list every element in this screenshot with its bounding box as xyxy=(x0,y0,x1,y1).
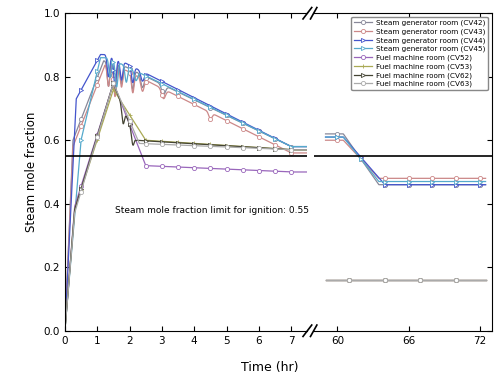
Fuel machine room (CV63) xyxy=(297,147,303,152)
Fuel machine room (CV52) xyxy=(74,196,80,201)
Steam generator room (CV45) xyxy=(180,91,186,96)
Fuel machine room (CV62) xyxy=(110,81,116,85)
Steam generator room (CV42) xyxy=(101,59,107,63)
Steam generator room (CV42) xyxy=(297,144,303,149)
Fuel machine room (CV52) xyxy=(110,81,116,85)
Line: Fuel machine room (CV53): Fuel machine room (CV53) xyxy=(65,90,307,331)
Y-axis label: Steam mole fraction: Steam mole fraction xyxy=(25,112,38,232)
Steam generator room (CV43) xyxy=(297,151,303,155)
Steam generator room (CV45) xyxy=(174,88,180,93)
Line: Steam generator room (CV43): Steam generator room (CV43) xyxy=(65,65,307,331)
Steam generator room (CV43) xyxy=(74,133,80,138)
Line: Steam generator room (CV44): Steam generator room (CV44) xyxy=(65,54,307,331)
Fuel machine room (CV52) xyxy=(297,170,303,174)
Steam generator room (CV44) xyxy=(74,95,80,99)
Fuel machine room (CV53) xyxy=(180,140,186,145)
Fuel machine room (CV52) xyxy=(174,165,180,169)
Steam generator room (CV44) xyxy=(174,87,180,91)
Fuel machine room (CV62) xyxy=(297,147,303,152)
Steam generator room (CV42) xyxy=(297,144,303,149)
Steam generator room (CV43) xyxy=(174,93,180,98)
Steam generator room (CV45) xyxy=(304,144,310,149)
Fuel machine room (CV52) xyxy=(180,165,186,169)
Line: Fuel machine room (CV63): Fuel machine room (CV63) xyxy=(65,83,307,331)
Steam generator room (CV42) xyxy=(74,127,80,132)
Fuel machine room (CV53) xyxy=(110,87,116,92)
Steam generator room (CV42) xyxy=(253,127,259,132)
Line: Fuel machine room (CV52): Fuel machine room (CV52) xyxy=(65,83,307,331)
Fuel machine room (CV62) xyxy=(74,199,80,204)
Fuel machine room (CV62) xyxy=(62,328,68,333)
Steam generator room (CV42) xyxy=(62,328,68,333)
Steam generator room (CV42) xyxy=(304,144,310,149)
Fuel machine room (CV62) xyxy=(304,147,310,152)
Fuel machine room (CV62) xyxy=(253,145,259,150)
Fuel machine room (CV63) xyxy=(174,143,180,147)
Steam generator room (CV44) xyxy=(253,127,259,131)
Fuel machine room (CV52) xyxy=(304,170,310,174)
Fuel machine room (CV63) xyxy=(297,147,303,152)
Steam generator room (CV45) xyxy=(297,144,303,149)
Text: Steam mole fraction limit for ignition: 0.55: Steam mole fraction limit for ignition: … xyxy=(115,206,309,215)
Steam generator room (CV43) xyxy=(297,151,303,155)
Legend: Steam generator room (CV42), Steam generator room (CV43), Steam generator room (: Steam generator room (CV42), Steam gener… xyxy=(351,17,488,90)
Text: Time (hr): Time (hr) xyxy=(241,361,298,374)
Fuel machine room (CV62) xyxy=(180,141,186,146)
Line: Steam generator room (CV42): Steam generator room (CV42) xyxy=(65,61,307,331)
Fuel machine room (CV63) xyxy=(304,147,310,152)
Fuel machine room (CV62) xyxy=(297,147,303,152)
Line: Fuel machine room (CV62): Fuel machine room (CV62) xyxy=(65,83,307,331)
Steam generator room (CV43) xyxy=(102,63,108,67)
Fuel machine room (CV63) xyxy=(74,202,80,206)
Steam generator room (CV42) xyxy=(180,92,186,97)
Fuel machine room (CV52) xyxy=(62,328,68,333)
Fuel machine room (CV53) xyxy=(174,140,180,144)
Steam generator room (CV44) xyxy=(180,90,186,94)
Line: Steam generator room (CV45): Steam generator room (CV45) xyxy=(65,58,307,331)
Steam generator room (CV43) xyxy=(62,328,68,333)
Steam generator room (CV44) xyxy=(97,52,103,57)
Fuel machine room (CV53) xyxy=(62,328,68,333)
Steam generator room (CV45) xyxy=(253,127,259,132)
Fuel machine room (CV62) xyxy=(174,141,180,145)
Fuel machine room (CV53) xyxy=(74,200,80,204)
Steam generator room (CV44) xyxy=(297,144,303,149)
Steam generator room (CV42) xyxy=(174,89,180,93)
Fuel machine room (CV52) xyxy=(253,168,259,173)
Steam generator room (CV44) xyxy=(304,144,310,149)
Fuel machine room (CV63) xyxy=(62,328,68,333)
Steam generator room (CV45) xyxy=(297,144,303,149)
Fuel machine room (CV53) xyxy=(297,147,303,152)
Steam generator room (CV43) xyxy=(304,151,310,155)
Steam generator room (CV44) xyxy=(297,144,303,149)
Steam generator room (CV44) xyxy=(62,328,68,333)
Steam generator room (CV43) xyxy=(180,96,186,101)
Fuel machine room (CV63) xyxy=(110,81,116,85)
Fuel machine room (CV53) xyxy=(253,145,259,150)
Steam generator room (CV45) xyxy=(62,328,68,333)
Fuel machine room (CV63) xyxy=(180,143,186,147)
Fuel machine room (CV53) xyxy=(297,147,303,152)
Steam generator room (CV45) xyxy=(74,183,80,187)
Fuel machine room (CV53) xyxy=(304,147,310,152)
Fuel machine room (CV63) xyxy=(253,146,259,150)
Steam generator room (CV45) xyxy=(97,56,103,60)
Steam generator room (CV43) xyxy=(253,133,259,138)
Fuel machine room (CV52) xyxy=(297,170,303,174)
